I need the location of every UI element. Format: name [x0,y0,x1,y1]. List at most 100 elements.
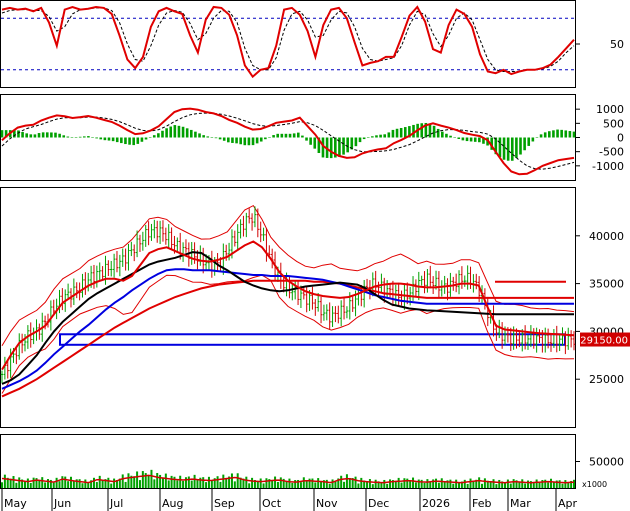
volume-bar [308,478,311,488]
volume-bar [386,483,389,488]
volume-bar [78,479,81,488]
volume-bar [124,481,127,488]
y-tick-label: 50000 [589,456,624,469]
volume-bar [504,482,507,488]
macd-histogram-bar [564,130,568,138]
macd-histogram-bar [25,133,28,138]
volume-bar [506,479,509,488]
volume-bar [320,481,323,488]
volume-frame [0,434,576,489]
macd-histogram-bar [334,137,337,158]
macd-histogram-bar [54,132,57,138]
volume-bar [242,478,245,488]
macd-histogram-bar [523,137,526,151]
macd-histogram-bar [510,137,514,161]
volume-bar [337,478,340,488]
macd-histogram-bar [383,134,387,138]
volume-bar [509,483,512,488]
volume-bar [72,481,75,488]
volume-bar [199,477,202,488]
volume-bar [67,481,70,488]
volume-bar [233,481,236,488]
volume-bar [322,480,325,488]
volume-bar [3,474,6,488]
macd-histogram-bar [214,137,218,139]
volume-bar [156,472,159,488]
macd-histogram-bar [502,137,506,160]
volume-bar [354,476,357,488]
macd-histogram-bar [4,130,8,138]
volume-bar [552,482,555,488]
macd-histogram-bar [494,137,498,155]
volume-bar [564,480,567,488]
macd-histogram-bar [276,133,280,138]
volume-bar [334,481,337,488]
macd-histogram-bar [292,133,296,138]
macd-histogram-bar [107,137,111,141]
volume-bar [343,481,346,488]
macd-histogram-bar [268,136,271,138]
macd-histogram-bar [210,137,214,138]
volume-bar [49,479,52,488]
volume-bar [458,482,461,488]
volume-bar [383,479,386,488]
macd-histogram-bar [259,137,263,142]
y-tick-label: 0 [617,132,624,145]
volume-bar [380,482,383,488]
macd-histogram-bar [482,137,485,144]
volume-bar [118,478,121,488]
macd-histogram-bar [342,137,345,155]
volume-bar [486,480,489,488]
macd-histogram-bar [457,137,461,139]
volume-bar [573,479,575,488]
macd-histogram-bar [548,131,551,138]
last-price-label: 29150.00 [580,336,628,347]
macd-histogram-bar [185,128,189,138]
macd-histogram-bar [379,134,382,138]
macd-histogram-bar [239,137,242,145]
volume-bar [512,479,515,488]
macd-histogram-bar [321,137,325,158]
volume-bar [348,477,351,488]
volume-bar [184,477,187,488]
volume-bar [228,476,231,488]
volume-bar [236,473,239,488]
volume-bar [466,483,469,488]
macd-histogram-bar [527,137,531,146]
volume-bar [527,480,530,488]
volume-bar [406,478,409,488]
stochastic-frame [0,0,576,88]
bollinger-upper [1,204,575,346]
volume-bar [213,478,216,488]
volume-bar [69,476,72,488]
volume-bar [136,471,139,488]
macd-histogram-bar [206,136,210,138]
volume-bar [61,476,64,488]
volume-bar [314,482,317,488]
x-tick-label: Dec [368,497,389,510]
y-tick-label: -1000 [592,160,624,173]
x-tick-label: 2026 [422,497,450,510]
macd-histogram-bar [157,133,160,138]
volume-bar [299,482,302,488]
volume-unit-label: x1000 [582,480,607,489]
macd-histogram-bar [161,130,164,138]
macd-histogram-bar [515,137,518,158]
price-frame [0,187,576,428]
volume-bar [196,480,199,488]
volume-bar [435,478,438,488]
y-tick-label: 500 [603,117,624,130]
volume-bar [558,480,561,488]
x-tick-label: Oct [262,497,282,510]
volume-bar [81,483,84,488]
macd-frame [0,94,576,181]
volume-bar [391,480,394,488]
volume-bar [389,479,392,488]
volume-bar [35,478,38,488]
macd-histogram-bar [115,137,119,143]
macd-histogram-bar [465,137,469,142]
y-tick-label: -500 [599,146,624,159]
volume-bar [248,483,251,488]
volume-bar [351,478,354,488]
macd-histogram-bar [490,137,493,150]
